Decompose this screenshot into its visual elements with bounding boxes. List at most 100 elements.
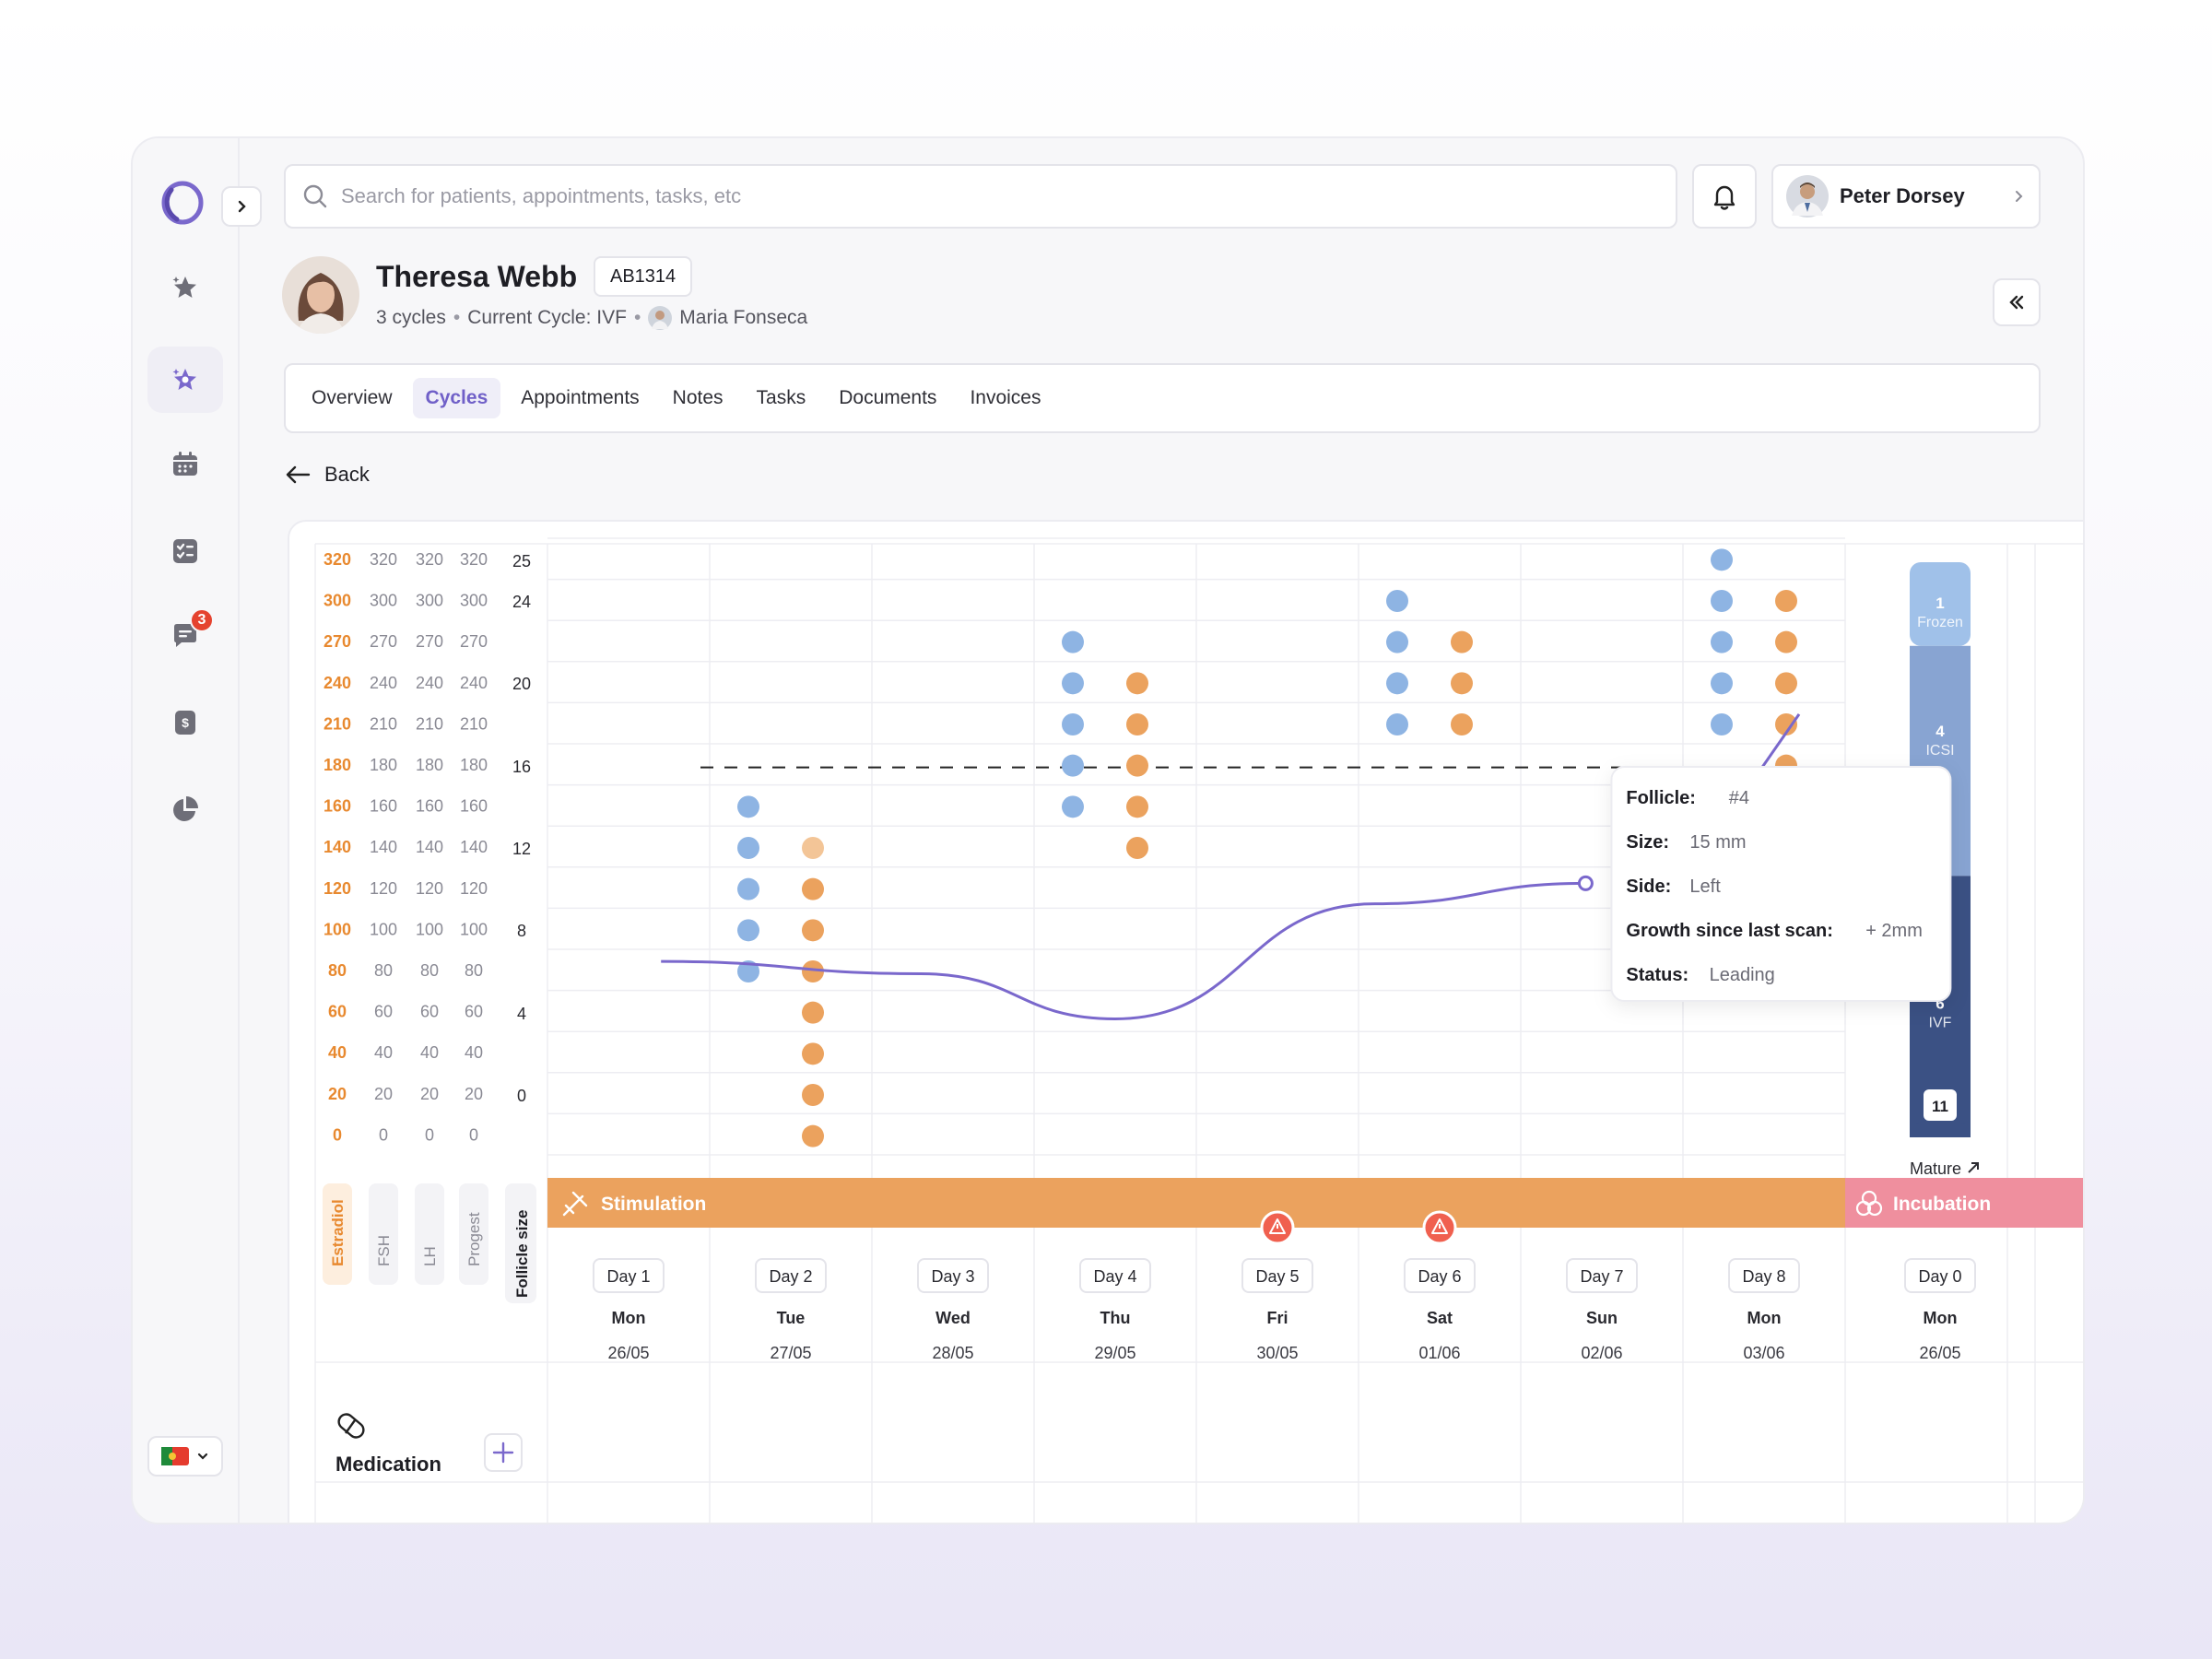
axis-label-chip[interactable] (323, 1183, 352, 1285)
expand-sidebar-button[interactable] (221, 186, 262, 227)
sidebar-item-reports[interactable] (147, 776, 223, 842)
sidebar-item-patients[interactable] (147, 347, 223, 413)
embryo-segment-frozen[interactable] (1910, 562, 1971, 646)
tab-documents[interactable]: Documents (839, 387, 937, 408)
day-number: Day 0 (1918, 1267, 1961, 1286)
day-chip[interactable] (1241, 1258, 1313, 1293)
phase-stimulation-bar[interactable] (547, 1178, 1845, 1228)
sidebar-item-billing[interactable]: $ (147, 689, 223, 756)
tab-appointments[interactable]: Appointments (521, 387, 640, 408)
follicle-dot-left[interactable] (1062, 754, 1084, 777)
axis-tick-label: 160 (416, 797, 443, 816)
sidebar-item-favourites[interactable] (147, 254, 223, 321)
follicle-dot-right[interactable] (802, 877, 824, 900)
follicle-dot-right[interactable] (1451, 713, 1473, 735)
follicle-dot-left[interactable] (1386, 672, 1408, 695)
follicle-dot-right[interactable] (802, 1001, 824, 1024)
bell-icon (1713, 185, 1735, 210)
sidebar-item-calendar[interactable] (147, 431, 223, 498)
follicle-dot-left[interactable] (1062, 795, 1084, 818)
follicle-dot-right[interactable] (1451, 672, 1473, 695)
follicle-dot-left[interactable] (1062, 630, 1084, 653)
follicle-dot-right[interactable] (1775, 590, 1797, 612)
day-weekday: Wed (935, 1309, 971, 1327)
follicle-dot-right[interactable] (802, 837, 824, 859)
sidebar-item-messages[interactable]: 3 (147, 603, 223, 669)
day-date: 27/05 (770, 1344, 811, 1362)
axis-tick-label: 140 (324, 838, 351, 856)
follicle-dot-left[interactable] (737, 877, 759, 900)
follicle-dot-left[interactable] (1386, 713, 1408, 735)
tooltip-value: #4 (1729, 788, 1749, 808)
tab-invoices[interactable]: Invoices (970, 387, 1041, 408)
follicle-dot-right[interactable] (1775, 713, 1797, 735)
language-select[interactable] (147, 1436, 223, 1477)
axis-tick-label: 20 (420, 1085, 439, 1103)
follicle-dot-right[interactable] (1126, 672, 1148, 695)
follicle-dot-left[interactable] (737, 837, 759, 859)
axis-tick-label: 210 (324, 714, 351, 733)
follicle-dot-left[interactable] (1386, 590, 1408, 612)
search-input[interactable] (341, 184, 1631, 208)
tab-overview[interactable]: Overview (312, 387, 393, 408)
follicle-dot-left[interactable] (1711, 713, 1733, 735)
estradiol-line[interactable] (661, 881, 1586, 1021)
phase-incubation-bar[interactable] (1845, 1178, 2085, 1228)
follicle-dot-right[interactable] (1126, 754, 1148, 777)
follicle-dot-right[interactable] (1775, 630, 1797, 653)
follicle-dot-left[interactable] (1062, 672, 1084, 695)
axis-tick-label: 120 (324, 879, 351, 898)
back-label: Back (324, 463, 370, 486)
follicle-dot-right[interactable] (802, 1084, 824, 1106)
collapse-panel-button[interactable] (1993, 278, 2041, 326)
tab-notes[interactable]: Notes (672, 387, 724, 408)
checklist-icon (173, 539, 197, 563)
follicle-dot-left[interactable] (1711, 672, 1733, 695)
follicle-dot-right[interactable] (1775, 672, 1797, 695)
follicle-dot-left[interactable] (737, 919, 759, 942)
day-chip[interactable] (1404, 1258, 1476, 1293)
chat-icon (174, 624, 196, 647)
day-chip[interactable] (1079, 1258, 1151, 1293)
axis-label-chip[interactable] (505, 1183, 536, 1303)
axis-tick-label: 40 (328, 1043, 347, 1062)
doctor-name[interactable]: Maria Fonseca (679, 307, 808, 328)
notifications-button[interactable] (1692, 164, 1757, 229)
axis-tick-label: 40 (420, 1043, 439, 1062)
axis-label-chip[interactable] (415, 1183, 444, 1285)
estradiol-point-selected[interactable] (1577, 875, 1594, 891)
tooltip-label: Follicle: (1626, 788, 1696, 808)
user-menu[interactable]: Peter Dorsey (1771, 164, 2041, 229)
day-chip[interactable] (1566, 1258, 1638, 1293)
axis-label-chip[interactable] (369, 1183, 398, 1285)
follicle-dot-left[interactable] (737, 795, 759, 818)
day-chip[interactable] (593, 1258, 665, 1293)
follicle-dot-left[interactable] (1062, 713, 1084, 735)
tab-cycles[interactable]: Cycles (412, 378, 501, 418)
follicle-dot-right[interactable] (1126, 713, 1148, 735)
follicle-dot-right[interactable] (1451, 630, 1473, 653)
sidebar-item-tasks[interactable] (147, 518, 223, 584)
day-chip[interactable] (1728, 1258, 1800, 1293)
app-logo[interactable] (160, 181, 205, 225)
follicle-dot-right[interactable] (1126, 795, 1148, 818)
embryo-footer-link[interactable]: Mature (1910, 1159, 1961, 1178)
back-button[interactable]: Back (284, 463, 370, 487)
follicle-dot-right[interactable] (802, 919, 824, 942)
day-chip[interactable] (917, 1258, 989, 1293)
follicle-dot-right[interactable] (802, 1042, 824, 1065)
follicle-dot-right[interactable] (802, 1124, 824, 1147)
day-chip[interactable] (755, 1258, 827, 1293)
follicle-dot-left[interactable] (1711, 590, 1733, 612)
follicle-dot-left[interactable] (1711, 630, 1733, 653)
axis-tick-label: 25 (512, 552, 531, 571)
follicle-dot-left[interactable] (1711, 548, 1733, 571)
follicle-dot-right[interactable] (1126, 837, 1148, 859)
follicle-dot-left[interactable] (1386, 630, 1408, 653)
axis-label-chip[interactable] (459, 1183, 488, 1285)
follicle-dot-left[interactable] (737, 960, 759, 982)
day-chip[interactable] (1904, 1258, 1976, 1293)
tab-tasks[interactable]: Tasks (756, 387, 806, 408)
follicle-dot-right[interactable] (802, 960, 824, 982)
axis-tick-label: 80 (420, 961, 439, 980)
